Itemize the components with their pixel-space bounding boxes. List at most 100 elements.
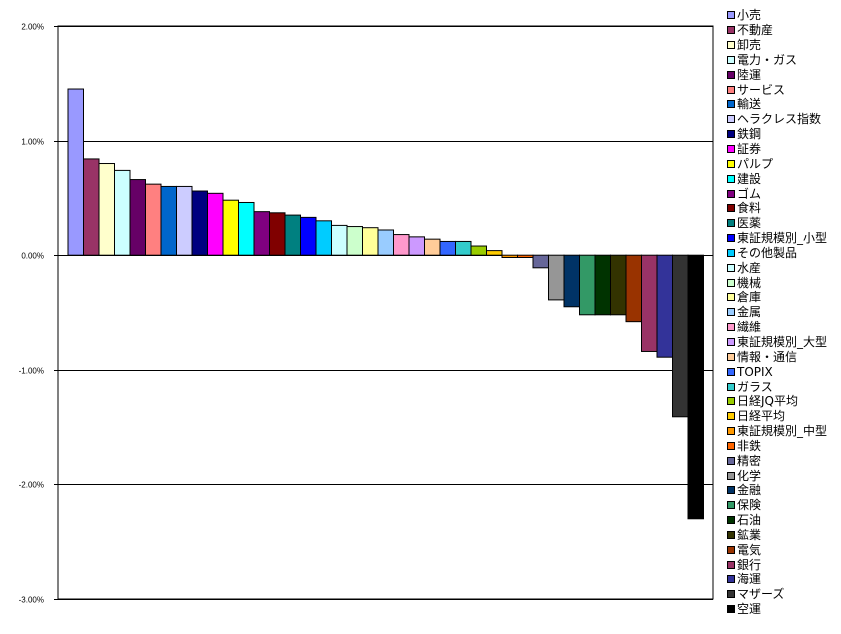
legend-label: 金融 <box>737 483 762 498</box>
legend-swatch <box>727 352 735 361</box>
bar-41 <box>687 254 704 520</box>
legend-item: 保険 <box>727 498 841 513</box>
bar-3 <box>98 163 115 256</box>
bars <box>67 88 704 520</box>
legend-label: 化学 <box>737 468 762 483</box>
bar-38 <box>641 254 658 352</box>
legend-label: 日経JQ平均 <box>737 394 798 409</box>
legend-swatch <box>727 545 735 554</box>
legend-item: 空運 <box>727 602 841 617</box>
legend-label: サービス <box>737 82 786 97</box>
legend-swatch <box>727 234 735 243</box>
legend-item: 東証規模別_小型 <box>727 231 841 246</box>
plot-area-border <box>57 25 714 600</box>
bar-1 <box>67 88 84 256</box>
legend-swatch <box>727 26 735 35</box>
legend-label: 小売 <box>737 8 762 23</box>
bar-20 <box>362 227 379 256</box>
legend: 小売 不動産 卸売 電力・ガス 陸運 サービス 輸送 ヘラクレス指数 鉄鋼 証券 パルプ 建設 ゴム 食料… <box>727 8 841 617</box>
legend-item: 日経JQ平均 <box>727 394 841 409</box>
bar-13 <box>253 211 270 256</box>
legend-item: 東証規模別_中型 <box>727 424 841 439</box>
legend-swatch <box>727 204 735 213</box>
legend-label: ガラス <box>737 379 773 394</box>
legend-item: 建設 <box>727 171 841 186</box>
bar-27 <box>470 245 487 256</box>
legend-swatch <box>727 427 735 436</box>
bar-11 <box>222 199 239 256</box>
legend-label: 東証規模別_小型 <box>737 231 828 246</box>
bar-31 <box>532 254 549 269</box>
legend-swatch <box>727 55 735 64</box>
legend-label: 輸送 <box>737 97 762 112</box>
legend-label: 鉄鋼 <box>737 127 762 142</box>
legend-label: 不動産 <box>737 23 774 38</box>
bar-35 <box>594 254 611 316</box>
legend-label: 繊維 <box>737 320 762 335</box>
y-tick-label: -3.00% <box>19 596 44 605</box>
legend-swatch <box>727 605 735 614</box>
legend-label: 東証規模別_大型 <box>737 334 828 349</box>
bar-5 <box>129 179 146 256</box>
legend-item: パルプ <box>727 156 841 171</box>
bar-26 <box>455 240 472 256</box>
legend-swatch <box>727 100 735 109</box>
y-tick-label: -1.00% <box>19 367 44 376</box>
legend-swatch <box>727 248 735 257</box>
legend-swatch <box>727 560 735 569</box>
legend-swatch <box>727 501 735 510</box>
legend-label: ヘラクレス指数 <box>737 112 822 127</box>
legend-swatch <box>727 145 735 154</box>
legend-item: ヘラクレス指数 <box>727 112 841 127</box>
bar-19 <box>346 226 363 256</box>
y-tick-label: 1.00% <box>21 138 44 147</box>
legend-item: 鉄鋼 <box>727 127 841 142</box>
bar-16 <box>300 216 317 256</box>
legend-item: 電気 <box>727 542 841 557</box>
legend-swatch <box>727 11 735 20</box>
legend-swatch <box>727 337 735 346</box>
legend-label: 日経平均 <box>737 409 786 424</box>
legend-swatch <box>727 189 735 198</box>
legend-item: TOPIX <box>727 364 841 379</box>
legend-item: 海運 <box>727 572 841 587</box>
legend-label: 電気 <box>737 542 762 557</box>
legend-item: 倉庫 <box>727 290 841 305</box>
legend-item: 医薬 <box>727 216 841 231</box>
legend-swatch <box>727 441 735 450</box>
legend-item: 不動産 <box>727 23 841 38</box>
legend-label: 空運 <box>737 602 762 617</box>
bar-40 <box>672 254 689 418</box>
legend-label: ゴム <box>737 186 762 201</box>
legend-swatch <box>727 486 735 495</box>
legend-label: 銀行 <box>737 557 762 572</box>
legend-item: 陸運 <box>727 67 841 82</box>
legend-item: 電力・ガス <box>727 53 841 68</box>
legend-swatch <box>727 159 735 168</box>
legend-swatch <box>727 263 735 272</box>
bar-28 <box>486 250 503 256</box>
bar-39 <box>656 254 673 358</box>
legend-swatch <box>727 590 735 599</box>
bar-34 <box>579 254 596 316</box>
legend-swatch <box>727 308 735 317</box>
legend-item: ガラス <box>727 379 841 394</box>
legend-swatch <box>727 530 735 539</box>
legend-label: 建設 <box>737 171 762 186</box>
bar-32 <box>548 254 565 301</box>
legend-item: 鉱業 <box>727 528 841 543</box>
legend-item: 金融 <box>727 483 841 498</box>
legend-label: 倉庫 <box>737 290 762 305</box>
legend-swatch <box>727 397 735 406</box>
bar-7 <box>160 185 177 256</box>
bar-9 <box>191 190 208 256</box>
legend-item: 輸送 <box>727 97 841 112</box>
legend-swatch <box>727 85 735 94</box>
bar-18 <box>331 224 348 256</box>
y-tick-label: 0.00% <box>21 252 44 261</box>
legend-item: 食料 <box>727 201 841 216</box>
legend-swatch <box>727 516 735 525</box>
bar-36 <box>610 254 627 316</box>
bar-2 <box>83 158 100 256</box>
bar-21 <box>377 229 394 256</box>
